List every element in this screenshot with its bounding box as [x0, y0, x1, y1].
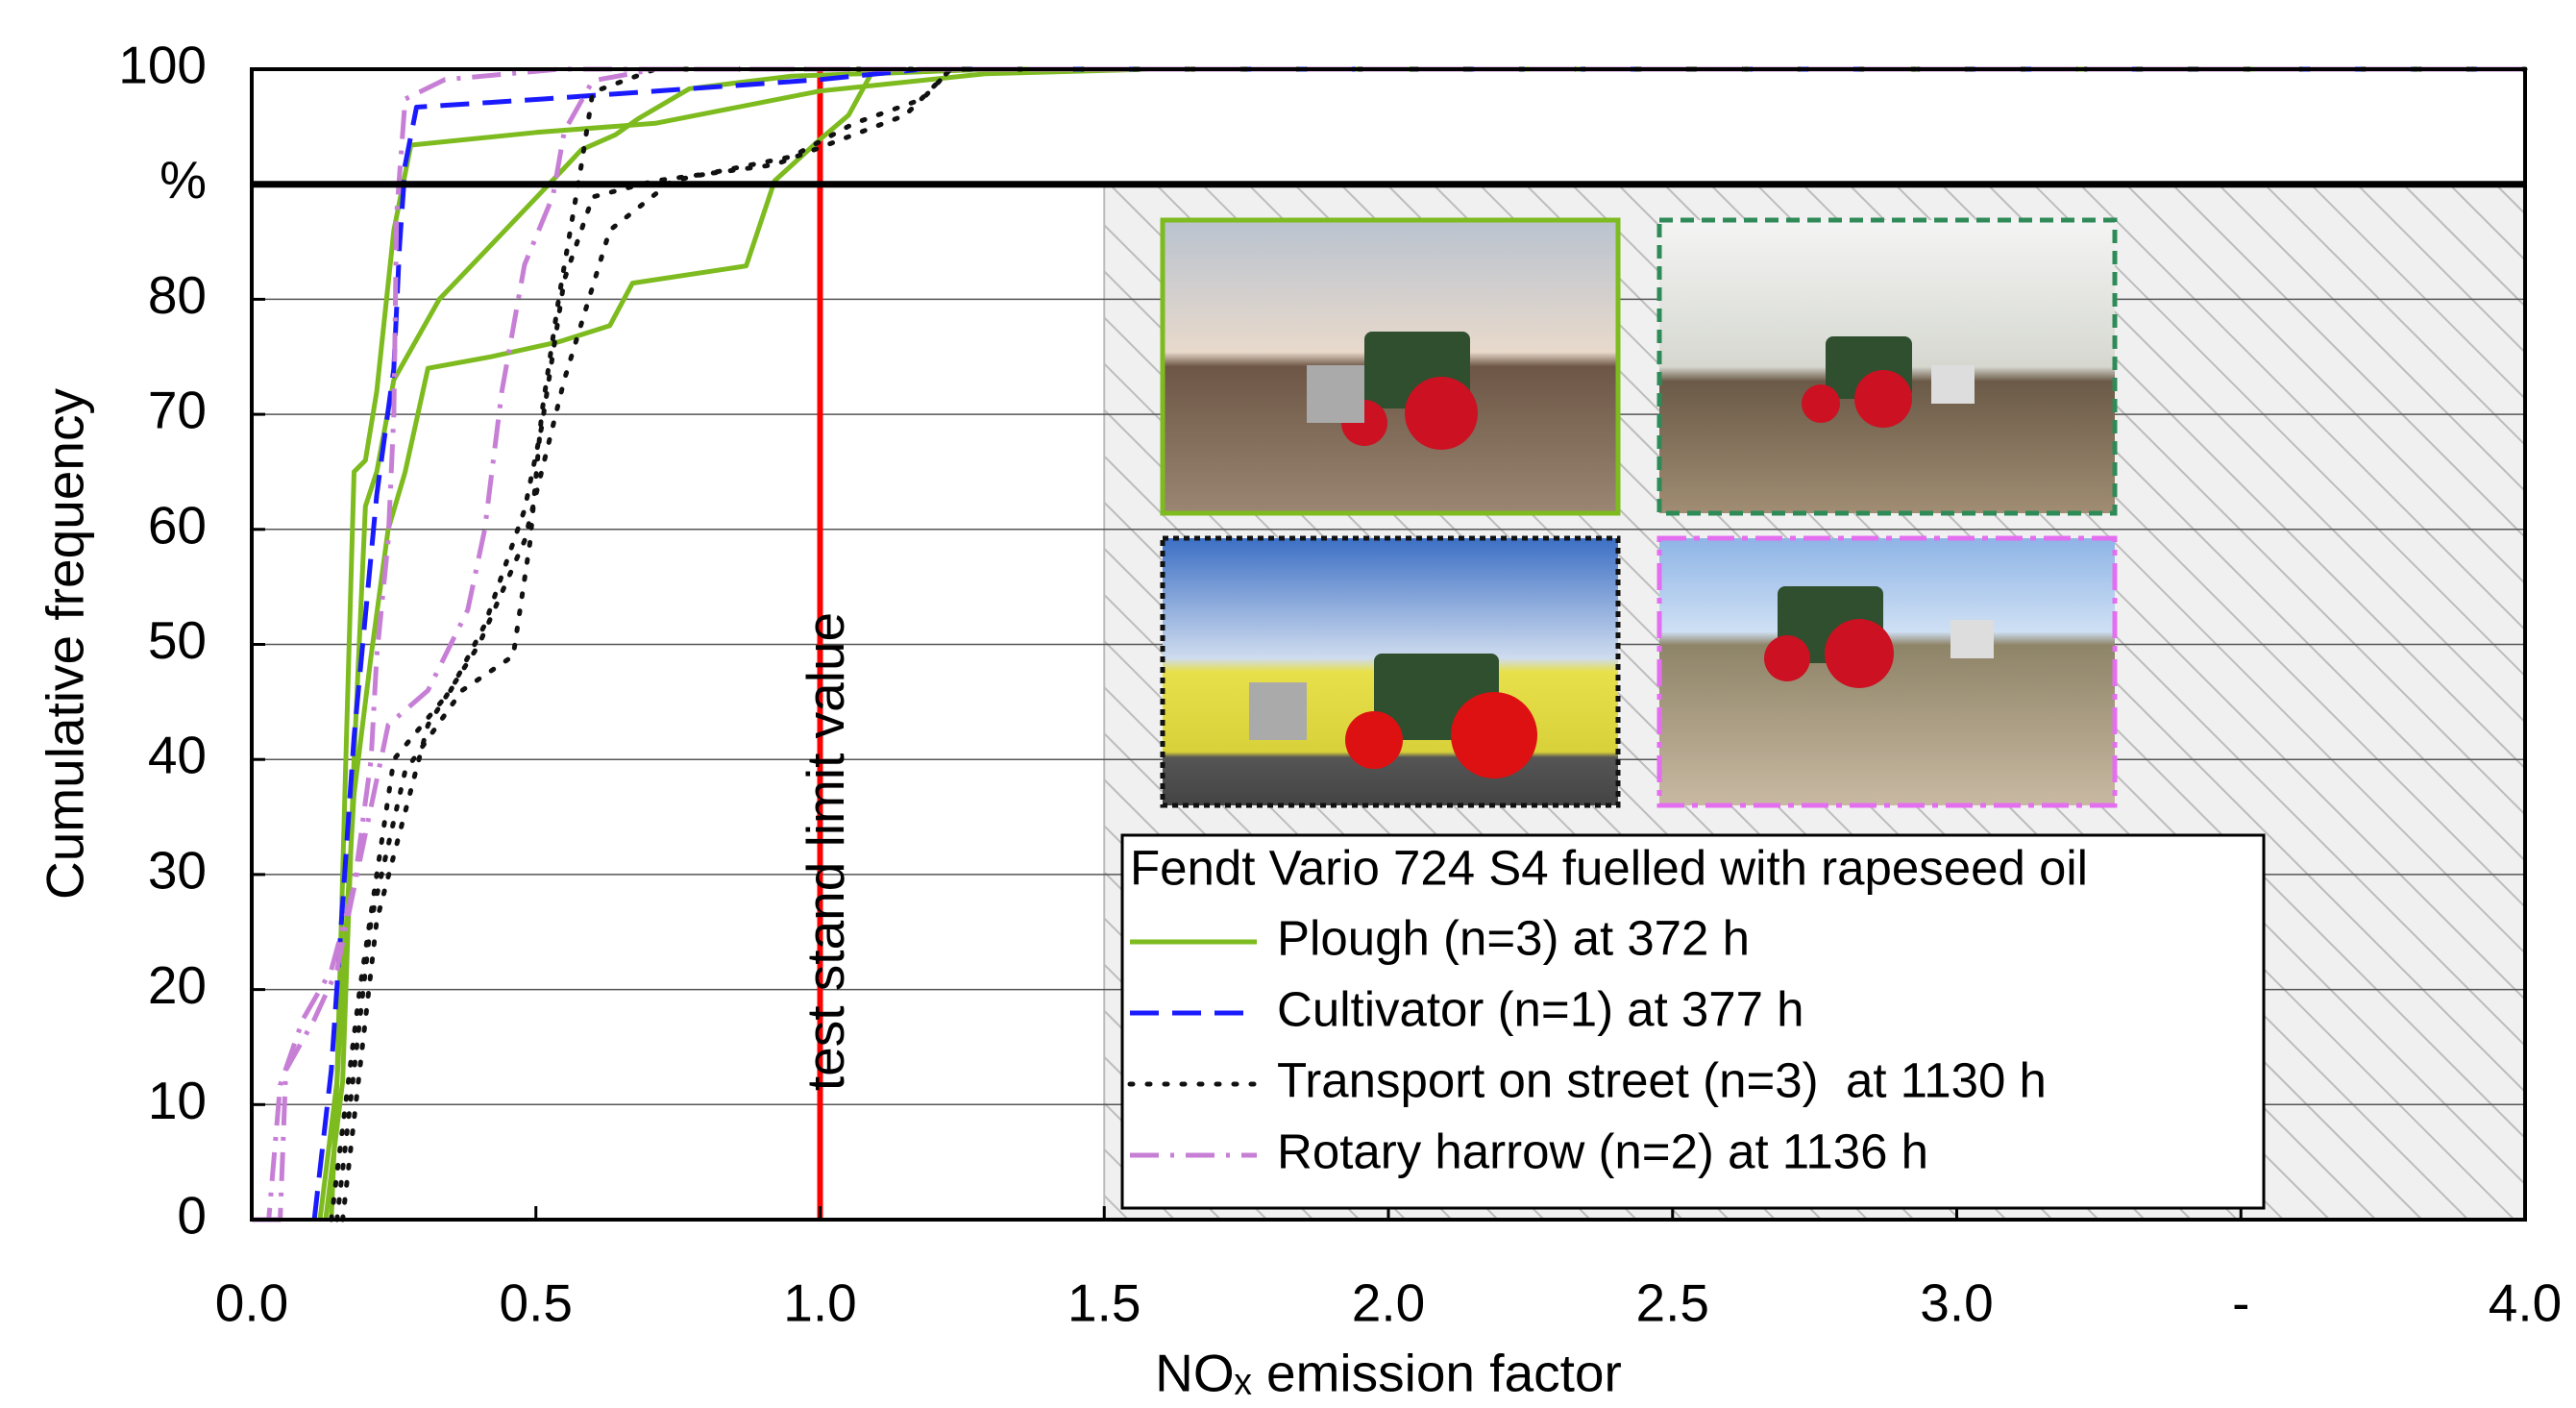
- legend-title: Fendt Vario 724 S4 fuelled with rapeseed…: [1130, 840, 2088, 895]
- x-tick-label: 0.5: [500, 1273, 573, 1333]
- x-tick-label: 4.0: [2489, 1273, 2562, 1333]
- y-tick-label: 40: [148, 726, 207, 785]
- x-tick-label: 1.5: [1067, 1273, 1141, 1333]
- x-axis-label: NOₓ emission factor: [1155, 1344, 1622, 1403]
- y-tick-label: 10: [148, 1071, 207, 1130]
- x-tick-label: -: [2232, 1273, 2249, 1333]
- y-tick-label: 80: [148, 265, 207, 325]
- y-tick-label: 60: [148, 495, 207, 555]
- legend-label: Transport on street (n=3) at 1130 h: [1277, 1052, 2047, 1107]
- legend: Fendt Vario 724 S4 fuelled with rapeseed…: [1122, 835, 2264, 1208]
- y-tick-label: 0: [177, 1186, 207, 1246]
- reference-line-label: test stand limit value: [796, 612, 855, 1091]
- x-tick-label: 0.0: [215, 1273, 288, 1333]
- x-tick-label: 2.5: [1636, 1273, 1709, 1333]
- y-tick-label: 70: [148, 381, 207, 440]
- y-tick-label: 30: [148, 840, 207, 900]
- y-tick-label: 100: [118, 36, 207, 95]
- y-tick-label: 20: [148, 955, 207, 1015]
- x-tick-label: 1.0: [783, 1273, 856, 1333]
- y-tick-label: %: [159, 150, 207, 210]
- y-tick-label: 50: [148, 610, 207, 670]
- legend-label: Cultivator (n=1) at 377 h: [1277, 981, 1804, 1036]
- x-tick-label: 2.0: [1352, 1273, 1425, 1333]
- x-tick-label: 3.0: [1920, 1273, 1993, 1333]
- chart: test stand limit value 0 10 20 30 40 50 60 70 80…: [0, 0, 2576, 1408]
- legend-label: Plough (n=3) at 372 h: [1277, 910, 1750, 965]
- y-axis-label: Cumulative frequency: [36, 388, 95, 900]
- legend-label: Rotary harrow (n=2) at 1136 h: [1277, 1124, 1928, 1178]
